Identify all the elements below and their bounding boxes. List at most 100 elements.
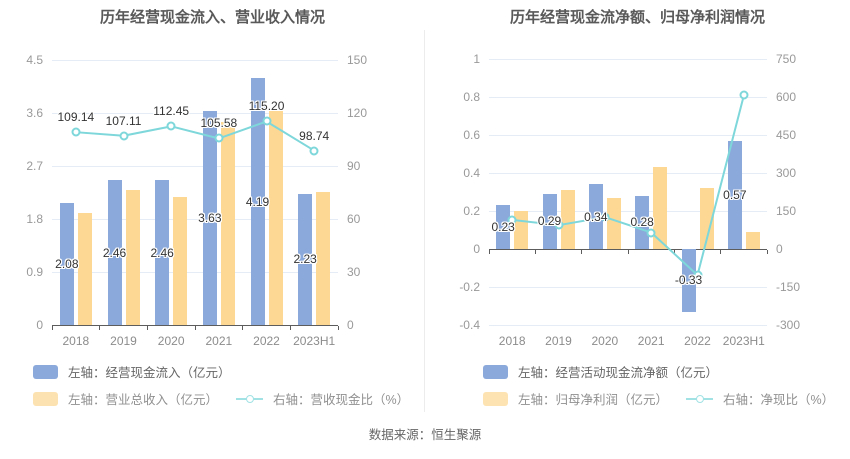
legend-item-cash-revenue-ratio[interactable]: 右轴：营收现金比（%）	[236, 389, 409, 408]
line-point	[739, 90, 749, 100]
bar-secondary	[514, 211, 529, 249]
chart-panel-net-cashflow-profit: 历年经营现金流净额、归母净利润情况 1 750 0.8 600 0.6 450 0.4 300…	[425, 0, 850, 415]
x-category-label: 2023H1	[293, 334, 336, 348]
line-point	[71, 127, 81, 137]
y-axis-left-tick-label: 0.2	[463, 204, 480, 218]
grid-line	[52, 218, 338, 220]
x-axis-tick-mark	[289, 325, 291, 330]
y-axis-left-tick-label: -0.4	[459, 318, 480, 332]
x-axis-tick-mark	[242, 325, 244, 330]
y-axis-right-tick-label: 60	[347, 212, 361, 226]
legend-label: 左轴：营业总收入（亿元）	[68, 393, 219, 407]
y-axis-left-tick-label: 0	[36, 318, 43, 332]
legend-line-marker-icon	[236, 394, 264, 403]
bar-secondary	[77, 212, 92, 325]
legend-item-total-revenue[interactable]: 左轴：营业总收入（亿元）	[33, 389, 218, 408]
x-axis-tick-mark	[99, 325, 101, 330]
line-value-label: 98.74	[299, 128, 330, 143]
bar-value-label: 0.28	[630, 215, 654, 230]
grid-line	[489, 324, 767, 326]
x-category-label: 2018	[498, 334, 526, 348]
bar-secondary	[316, 191, 331, 325]
x-axis-tick-mark	[146, 325, 148, 330]
bar-secondary	[653, 167, 668, 249]
bar-secondary	[125, 189, 140, 325]
line-value-label: 109.14	[57, 110, 95, 125]
line-point	[166, 121, 176, 131]
y-axis-left-tick-label: 0.6	[463, 128, 480, 142]
y-axis-right-tick-label: 0	[347, 318, 354, 332]
legend-item-net-cash-ratio[interactable]: 右轴：净现比（%）	[686, 389, 834, 408]
bar-primary	[59, 202, 74, 325]
bar-primary	[496, 205, 511, 249]
legend-item-cash-inflow[interactable]: 左轴：经营现金流入（亿元）	[33, 362, 231, 381]
y-axis-right-tick-label: 150	[347, 53, 368, 67]
grid-line	[52, 112, 338, 114]
y-axis-right-tick-label: 30	[347, 265, 361, 279]
x-axis-tick-mark	[673, 249, 675, 254]
y-axis-right-tick-label: 750	[776, 52, 797, 66]
x-category-label: 2021	[637, 334, 665, 348]
bar-primary	[155, 180, 170, 325]
legend-swatch-orange	[33, 391, 58, 406]
y-axis-left-tick-label: 4.5	[26, 53, 43, 67]
legend: 左轴：经营现金流入（亿元） 左轴：营业总收入（亿元） 右轴：营收现金比（%）	[33, 362, 409, 408]
legend-label: 左轴：归母净利润（亿元）	[518, 393, 669, 407]
x-category-label: 2018	[62, 334, 90, 348]
y-axis-left-tick-label: 0.8	[463, 90, 480, 104]
line-value-label: 107.11	[105, 113, 142, 128]
legend-label: 左轴：经营现金流入（亿元）	[68, 366, 231, 380]
x-axis-tick-mark	[581, 249, 583, 254]
bar-value-label: 0.57	[723, 187, 747, 202]
x-category-label: 2022	[253, 334, 280, 348]
plot-area: 4.5 150 3.6 120 2.7 90 1.8 60 0.9 30 0 0 2018 2019 202…	[26, 53, 367, 348]
bar-primary	[202, 111, 217, 325]
x-axis-tick-mark	[194, 325, 196, 330]
line-point	[119, 131, 128, 141]
x-category-label: 2019	[545, 334, 572, 348]
bar-secondary	[745, 231, 760, 249]
x-category-label: 2021	[205, 334, 233, 348]
legend-line-marker-icon	[686, 394, 714, 403]
bar-value-label: 3.63	[198, 211, 222, 226]
y-axis-right-tick-label: 90	[347, 159, 361, 173]
chart-panel-cash-inflow-revenue: 历年经营现金流入、营业收入情况 4.5 150 3.6 120 2.7 90 1.8 60 0.…	[0, 0, 425, 415]
bar-value-label: 2.23	[293, 252, 317, 267]
bar-value-label: 2.46	[150, 245, 174, 260]
legend-label: 右轴：净现比（%）	[723, 393, 835, 407]
y-axis-right-tick-label: 600	[776, 90, 797, 104]
legend-label: 右轴：营收现金比（%）	[273, 393, 410, 407]
x-axis-line	[52, 324, 338, 326]
x-category-label: 2019	[110, 334, 137, 348]
x-axis-tick-mark	[766, 249, 768, 254]
legend-swatch-orange	[483, 391, 508, 406]
bar-secondary	[560, 190, 575, 249]
bar-value-label: 4.19	[245, 194, 270, 209]
y-axis-left-tick-label: 0	[473, 242, 480, 256]
x-category-label: 2023H1	[722, 334, 765, 348]
x-axis-tick-mark	[720, 249, 722, 254]
bar-primary	[298, 193, 313, 325]
legend-line-dot-icon	[245, 394, 254, 403]
line-point	[214, 133, 224, 143]
y-axis-left-tick-label: 2.7	[26, 159, 43, 173]
legend-item-net-cashflow[interactable]: 左轴：经营活动现金流净额（亿元）	[483, 362, 718, 381]
bar-secondary	[173, 196, 188, 325]
y-axis-right-tick-label: -150	[776, 280, 801, 294]
chart-title: 历年经营现金流入、营业收入情况	[99, 9, 325, 26]
legend: 左轴：经营活动现金流净额（亿元） 左轴：归母净利润（亿元） 右轴：净现比（%）	[483, 362, 834, 408]
x-axis-tick-mark	[337, 325, 339, 330]
legend-item-net-profit[interactable]: 左轴：归母净利润（亿元）	[483, 389, 668, 408]
panel-divider	[424, 30, 425, 412]
grid-line	[489, 172, 767, 174]
legend-swatch-blue	[33, 364, 58, 379]
legend-label: 左轴：经营活动现金流净额（亿元）	[518, 366, 719, 380]
line-value-label: 105.58	[200, 116, 238, 131]
plot-area: 1 750 0.8 600 0.6 450 0.4 300 0.2 150 0 0 -0.2 -150 -0…	[459, 52, 800, 348]
bar-value-label: 2.08	[55, 256, 79, 271]
grid-line	[489, 96, 767, 98]
y-axis-left-tick-label: 1	[473, 52, 480, 66]
bar-secondary	[220, 122, 235, 325]
y-axis-right-tick-label: 450	[776, 128, 797, 142]
